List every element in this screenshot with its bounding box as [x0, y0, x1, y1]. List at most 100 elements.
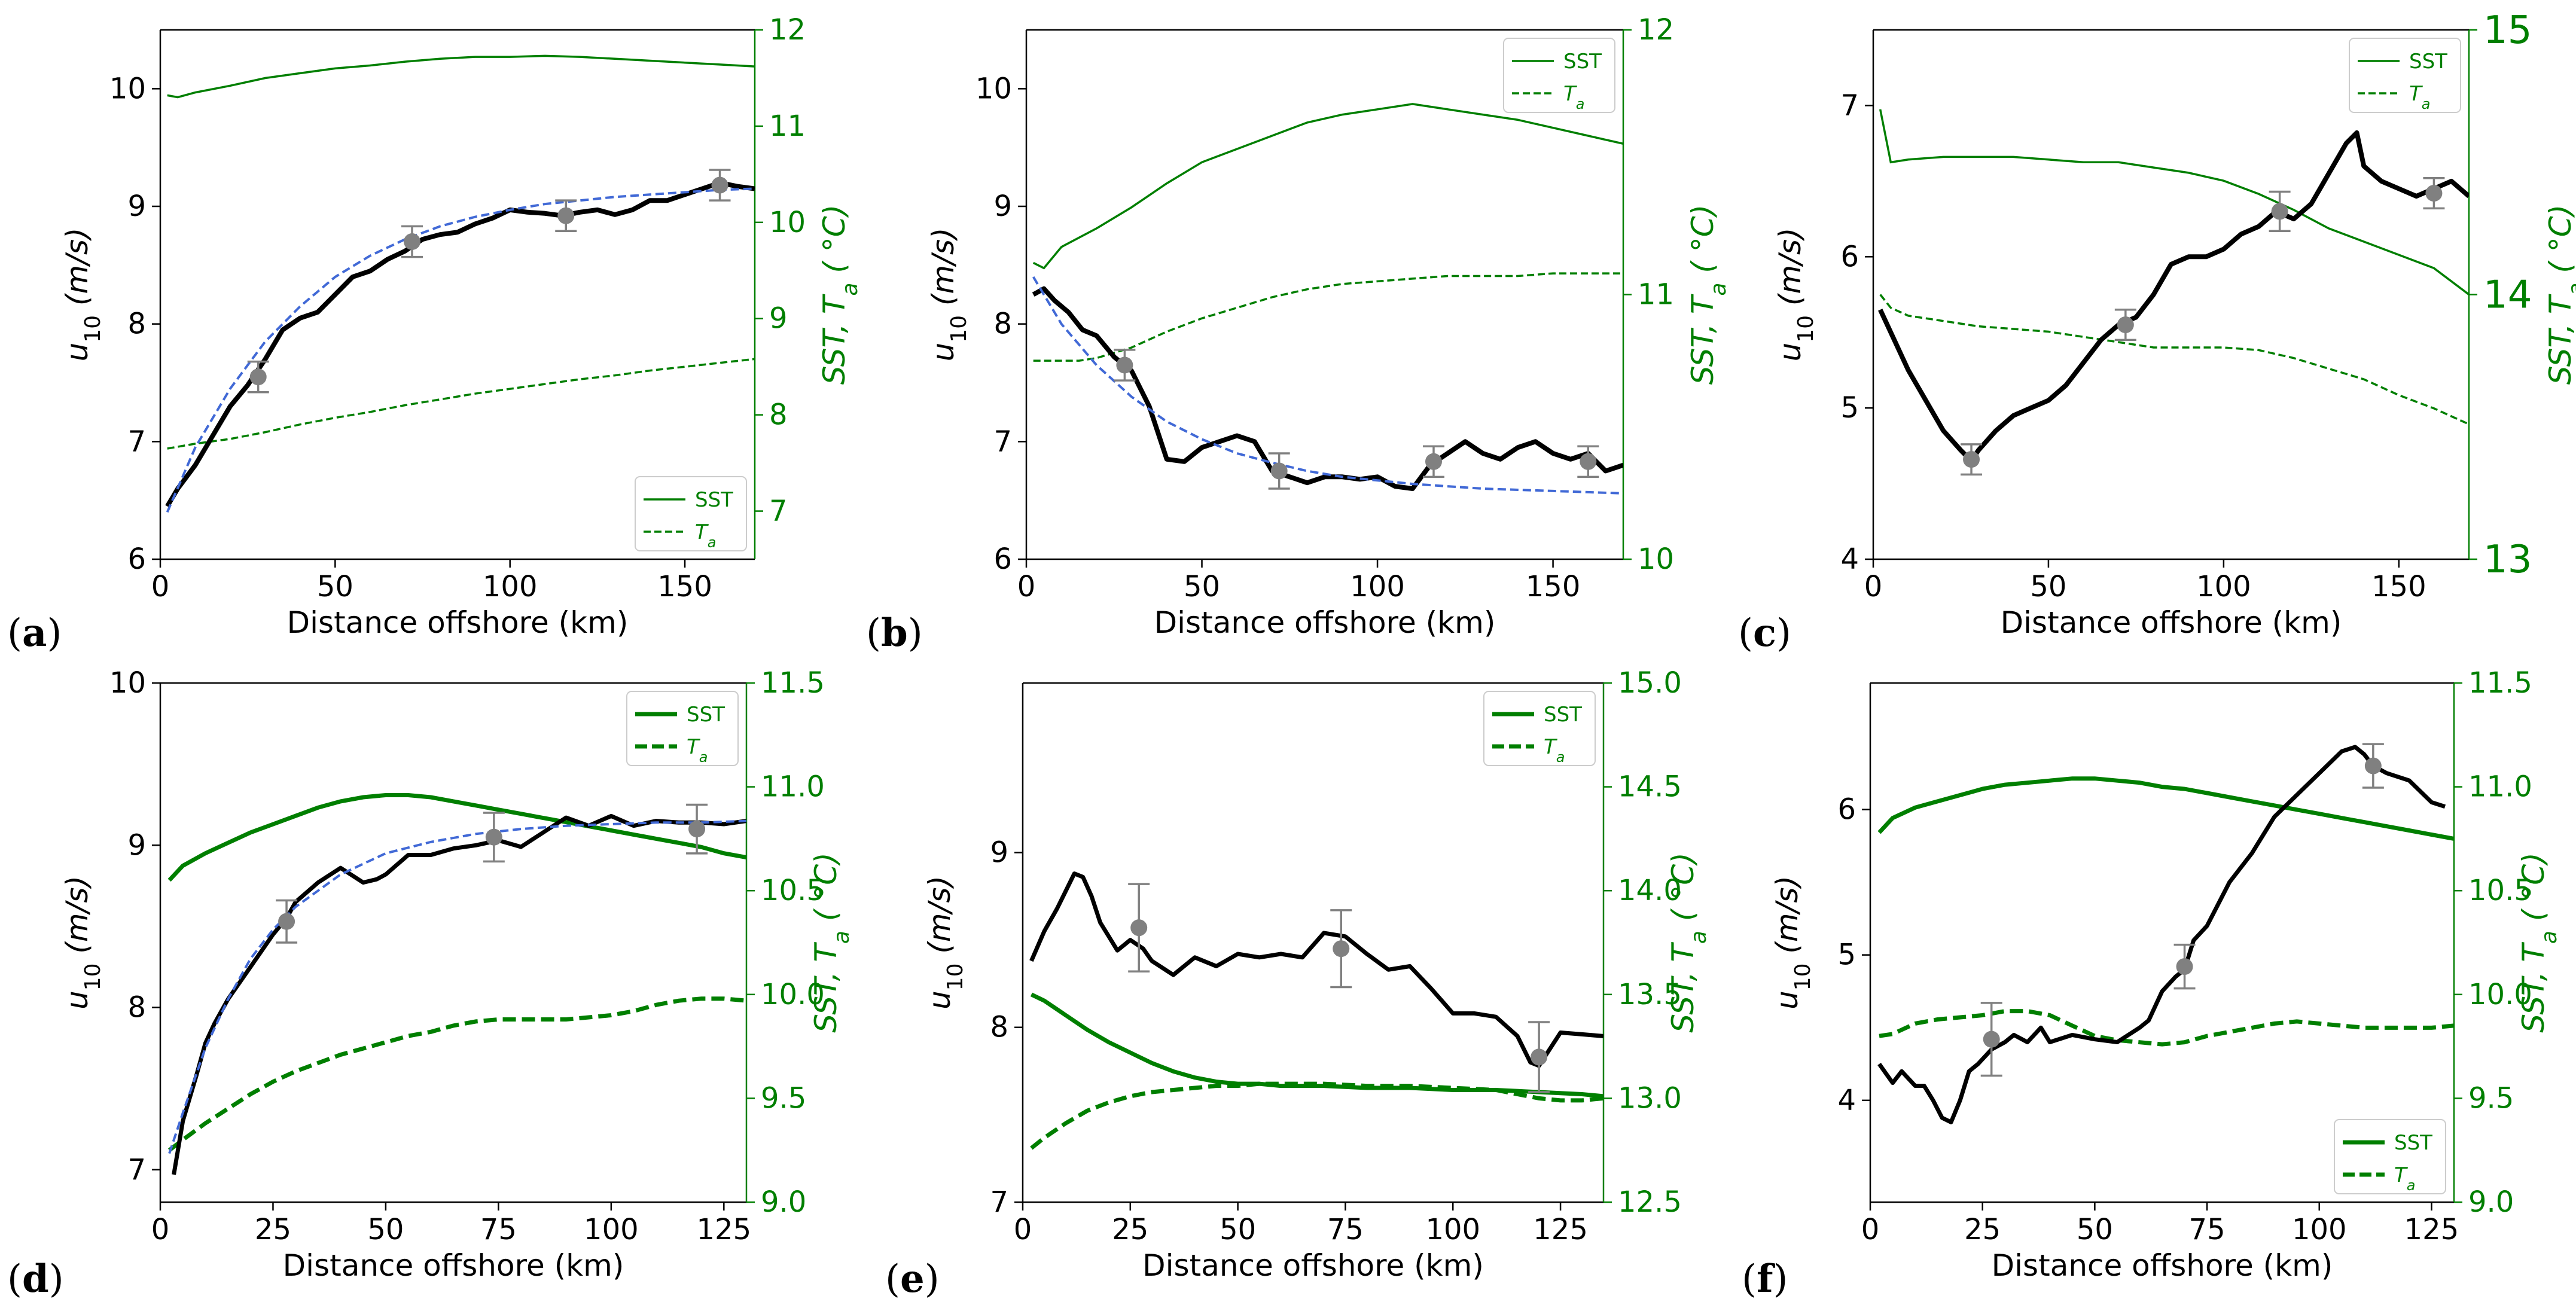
left-y-tick-label: 10: [975, 72, 1012, 105]
sst-line: [167, 54, 755, 99]
x-tick-label: 100: [2196, 570, 2251, 603]
right-y-tick-label: 13.0: [1618, 1081, 1682, 1115]
right-y-axis-label: SST, Ta ( °C): [809, 852, 854, 1032]
left-y-tick-label: 8: [993, 307, 1012, 341]
panel-tag-letter: d: [22, 1257, 49, 1301]
x-tick-label: 100: [1350, 570, 1405, 603]
obs-marker: [403, 233, 420, 250]
x-tick-label: 150: [1526, 570, 1581, 603]
left-y-tick-label: 7: [993, 425, 1012, 458]
right-y-axis-label: SST, Ta ( °C): [1685, 205, 1731, 385]
obs-marker: [1270, 462, 1288, 480]
panel-tag-letter: f: [1757, 1257, 1775, 1301]
left-y-tick-label: 5: [1840, 391, 1859, 425]
obs-marker: [711, 176, 728, 194]
left-y-tick-label: 8: [127, 307, 146, 341]
ta-line: [167, 996, 746, 1152]
x-tick-label: 75: [2189, 1213, 2226, 1246]
sst-line: [1877, 776, 2454, 841]
obs-point: [2423, 177, 2445, 210]
legend-sst-label: SST: [1544, 703, 1582, 727]
left-y-axis-label: u10 (m/s): [60, 227, 105, 361]
left-y-tick-label: 6: [127, 542, 146, 576]
right-y-tick-label: 13.5: [1618, 978, 1682, 1011]
right-y-axis-label: SST, Ta ( °C): [2543, 205, 2576, 385]
x-tick-label: 0: [1864, 570, 1883, 603]
legend-ta-base: T: [1544, 735, 1557, 759]
x-tick-label: 0: [1017, 570, 1036, 603]
panel-b: 0 50 100 150 6 7 8 9 10 10 11 12 Distance offshore (…: [866, 13, 1731, 655]
panel-tag-letter: a: [22, 611, 47, 655]
x-tick-label: 125: [696, 1213, 751, 1246]
right-y-tick-label: 12: [1638, 13, 1674, 47]
left-y-tick-label: 7: [127, 1153, 146, 1187]
obs-point: [247, 360, 269, 394]
obs-point: [1330, 909, 1352, 989]
right-y-tick-label: 7: [769, 495, 788, 528]
x-axis-label: Distance offshore (km): [1992, 1248, 2333, 1283]
x-tick-label: 25: [1964, 1213, 2001, 1246]
x-tick-label: 150: [657, 570, 712, 603]
legend-sst-label: SST: [1563, 50, 1602, 74]
obs-marker: [2117, 316, 2134, 334]
legend-sst-label: SST: [687, 703, 725, 727]
sst-line: [1032, 103, 1623, 270]
obs-point: [1422, 445, 1444, 478]
left-y-tick-label: 7: [127, 425, 146, 458]
x-axis-label: Distance offshore (km): [287, 605, 629, 640]
ta-line: [1879, 294, 2469, 425]
left-y-axis-label: u10 (m/s): [1773, 227, 1818, 361]
x-tick-label: 50: [367, 1213, 404, 1246]
obs-marker: [2176, 958, 2193, 975]
obs-point: [1128, 883, 1150, 972]
right-y-tick-label: 15.0: [1618, 666, 1682, 700]
legend-ta-sub: a: [2422, 96, 2431, 112]
panel-tag: (e): [885, 1257, 940, 1301]
x-tick-label: 25: [255, 1213, 291, 1246]
legend-ta-sub: a: [1576, 96, 1585, 112]
x-tick-label: 150: [2371, 570, 2426, 603]
right-y-tick-label: 14: [2483, 273, 2532, 318]
right-y-tick-label: 9: [769, 302, 788, 336]
series-group: [1029, 871, 1603, 1150]
x-tick-label: 50: [317, 570, 353, 603]
left-y-tick-label: 8: [127, 991, 146, 1025]
obs-point: [2114, 309, 2136, 342]
x-tick-label: 50: [1184, 570, 1220, 603]
legend-ta-base: T: [687, 735, 700, 759]
legend-ta-base: T: [2394, 1163, 2408, 1187]
left-y-tick-label: 5: [1837, 938, 1856, 972]
legend-box: [1503, 38, 1615, 113]
legend: SST Ta: [1483, 691, 1596, 766]
panel-e: 0 25 50 75 100 125 7 8 9 12.5 13.0 13.5 14.0 14.5 15.0…: [885, 666, 1711, 1301]
x-tick-label: 75: [480, 1213, 517, 1246]
obs-marker: [1425, 453, 1442, 470]
series-group: [1877, 745, 2454, 1124]
right-y-tick-label: 10.5: [2468, 874, 2532, 907]
obs-marker: [1333, 940, 1350, 958]
obs-point: [686, 803, 708, 855]
left-y-tick-label: 9: [127, 828, 146, 862]
right-y-axis-label: SST, Ta ( °C): [2516, 852, 2562, 1032]
panel-tag: (a): [7, 611, 62, 655]
u10-line: [1032, 286, 1623, 491]
left-y-axis-label: u10 (m/s): [926, 227, 971, 361]
panel-c: 0 50 100 150 4 5 6 7 13 14 15 Distance offshore (km…: [1738, 8, 2576, 655]
right-y-tick-label: 10: [769, 206, 806, 239]
legend-ta-label: Ta: [687, 735, 708, 766]
right-y-tick-label: 10.0: [2468, 978, 2532, 1011]
ta-line: [1879, 1009, 2454, 1047]
obs-point: [401, 225, 423, 258]
obs-marker: [278, 913, 295, 930]
legend-ta-sub: a: [699, 749, 708, 766]
x-tick-label: 75: [1327, 1213, 1364, 1246]
legend-ta-sub: a: [2407, 1177, 2416, 1194]
obs-point: [1114, 349, 1136, 382]
x-tick-label: 125: [1533, 1213, 1588, 1246]
panel-tag-letter: e: [900, 1257, 925, 1301]
obs-marker: [249, 368, 267, 386]
series-group: [1032, 103, 1623, 495]
fit-line: [168, 819, 746, 1154]
